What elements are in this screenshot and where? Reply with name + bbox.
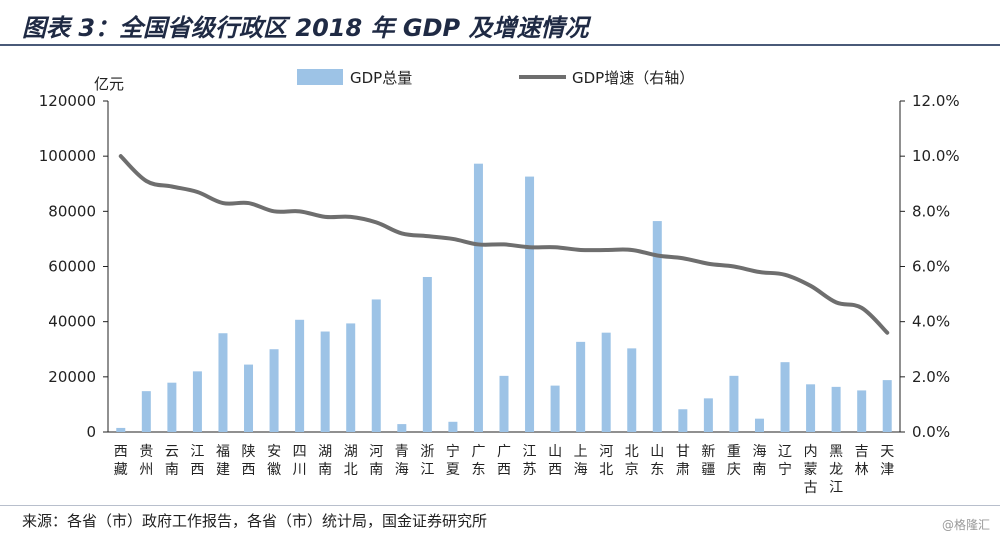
gdp-bar bbox=[346, 323, 356, 432]
gdp-bar bbox=[831, 386, 841, 432]
category-label: 浙江 bbox=[420, 444, 434, 478]
category-label: 山东 bbox=[650, 444, 664, 478]
right-tick-label: 0.0% bbox=[912, 423, 950, 441]
gdp-bar bbox=[882, 380, 892, 432]
left-tick-label: 80000 bbox=[48, 202, 96, 220]
gdp-bar bbox=[167, 382, 177, 432]
right-tick-label: 12.0% bbox=[912, 92, 960, 110]
category-label: 福建 bbox=[216, 444, 230, 478]
gdp-bar bbox=[473, 163, 483, 432]
gdp-bar bbox=[525, 176, 535, 432]
category-label: 新疆 bbox=[701, 444, 715, 478]
category-label: 吉林 bbox=[855, 444, 869, 478]
category-labels: 西藏贵州云南江西福建陕西安徽四川湖南湖北河南青海浙江宁夏广东广西江苏山西上海河北… bbox=[114, 443, 894, 496]
category-label: 云南 bbox=[165, 444, 179, 478]
gdp-bar bbox=[295, 319, 305, 432]
category-label: 西藏 bbox=[114, 444, 128, 478]
watermark: @格隆汇 bbox=[941, 518, 990, 532]
gdp-bar bbox=[116, 427, 126, 432]
left-tick-label: 40000 bbox=[48, 313, 96, 331]
gdp-bar bbox=[397, 424, 407, 432]
category-label: 江西 bbox=[190, 444, 204, 478]
gdp-bar bbox=[703, 398, 713, 432]
gdp-bar bbox=[678, 409, 688, 432]
left-tick-label: 60000 bbox=[48, 258, 96, 276]
gdp-bar bbox=[448, 421, 458, 432]
category-label: 广西 bbox=[497, 444, 511, 478]
gdp-bar bbox=[729, 375, 739, 432]
right-tick-label: 6.0% bbox=[912, 258, 950, 276]
category-label: 甘肃 bbox=[676, 444, 690, 478]
gdp-bar bbox=[244, 364, 254, 432]
gdp-bar bbox=[652, 221, 662, 432]
left-tick-label: 100000 bbox=[39, 147, 96, 165]
line-series bbox=[118, 154, 890, 335]
gdp-chart: 0 20000 40000 60000 80000 100000 120000 0.0% 2.0… bbox=[39, 69, 960, 496]
category-label: 湖北 bbox=[344, 444, 358, 478]
right-tick-label: 10.0% bbox=[912, 147, 960, 165]
gdp-bar bbox=[780, 362, 790, 432]
gdp-bar bbox=[422, 276, 432, 432]
gdp-bar bbox=[141, 391, 151, 432]
gdp-bar bbox=[499, 375, 509, 432]
category-label: 青海 bbox=[395, 444, 409, 478]
category-label: 重庆 bbox=[727, 444, 741, 478]
bar-series bbox=[116, 163, 892, 432]
chart-axes: 0 20000 40000 60000 80000 100000 120000 0.0% 2.0… bbox=[39, 75, 960, 441]
category-label: 内蒙古 bbox=[804, 444, 818, 496]
gdp-bar bbox=[601, 332, 611, 432]
category-label: 黑龙江 bbox=[829, 444, 843, 496]
right-tick-label: 4.0% bbox=[912, 313, 950, 331]
legend-bar-label: GDP总量 bbox=[350, 69, 412, 87]
chart-legend: GDP总量 GDP增速（右轴） bbox=[297, 69, 694, 87]
category-label: 贵州 bbox=[139, 444, 153, 478]
category-label: 江苏 bbox=[523, 444, 537, 478]
title-divider bbox=[0, 44, 1000, 46]
category-label: 天津 bbox=[880, 444, 894, 478]
gdp-bar bbox=[627, 348, 637, 432]
category-label: 河南 bbox=[369, 444, 383, 478]
category-label: 海南 bbox=[752, 444, 766, 478]
right-tick-label: 8.0% bbox=[912, 202, 950, 220]
y-axis-unit-label: 亿元 bbox=[94, 75, 124, 93]
gdp-growth-line bbox=[118, 154, 890, 335]
category-label: 宁夏 bbox=[446, 443, 460, 478]
gdp-bar bbox=[576, 341, 586, 432]
source-note: 来源：各省（市）政府工作报告，各省（市）统计局，国金证券研究所 bbox=[22, 512, 488, 530]
left-tick-label: 120000 bbox=[39, 92, 96, 110]
category-label: 广东 bbox=[471, 444, 485, 478]
gdp-bar bbox=[550, 385, 560, 432]
category-label: 河北 bbox=[599, 444, 613, 478]
category-label: 湖南 bbox=[318, 444, 332, 478]
category-label: 陕西 bbox=[242, 444, 256, 478]
gdp-bar bbox=[806, 384, 816, 432]
left-tick-label: 20000 bbox=[48, 368, 96, 386]
gdp-bar bbox=[218, 333, 228, 432]
category-label: 北京 bbox=[625, 444, 639, 478]
gdp-bar bbox=[269, 349, 279, 432]
gdp-bar bbox=[754, 418, 764, 432]
category-label: 四川 bbox=[293, 444, 307, 478]
legend-bar-swatch bbox=[297, 69, 343, 85]
category-label: 安徽 bbox=[267, 444, 281, 478]
gdp-bar bbox=[857, 390, 867, 432]
page-title: 图表 3：全国省级行政区 2018 年 GDP 及增速情况 bbox=[22, 14, 589, 42]
source-divider bbox=[0, 505, 1000, 506]
gdp-bar bbox=[371, 299, 381, 432]
category-label: 山西 bbox=[548, 444, 562, 478]
legend-line-label: GDP增速（右轴） bbox=[572, 69, 694, 87]
gdp-bar bbox=[192, 371, 202, 432]
gdp-bar bbox=[320, 331, 330, 432]
right-tick-label: 2.0% bbox=[912, 368, 950, 386]
left-tick-label: 0 bbox=[86, 423, 96, 441]
category-label: 辽宁 bbox=[778, 444, 792, 478]
category-label: 上海 bbox=[574, 444, 588, 478]
